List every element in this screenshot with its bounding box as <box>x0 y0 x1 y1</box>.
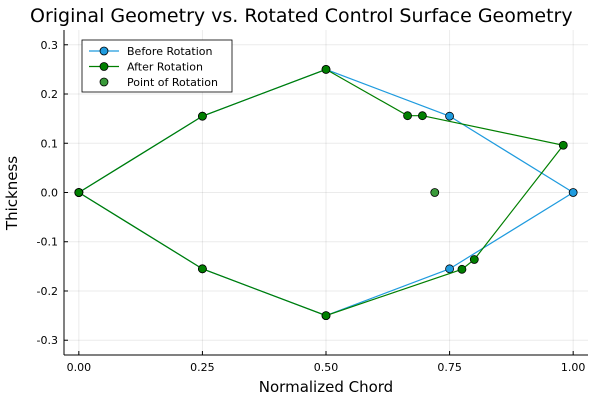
legend-item-point-of-rotation: Point of Rotation <box>99 76 218 89</box>
series-after-rotation <box>74 64 568 321</box>
data-point-after-rotation <box>321 64 331 74</box>
x-tick-label: 0.25 <box>190 361 215 374</box>
legend-label-point-of-rotation: Point of Rotation <box>127 76 218 89</box>
x-tick-label: 0.00 <box>67 361 92 374</box>
y-tick-label: -0.2 <box>37 285 58 298</box>
data-point-after-rotation <box>457 264 467 274</box>
legend-marker-after-rotation <box>99 62 109 71</box>
data-point-after-rotation <box>558 140 568 150</box>
legend-item-before-rotation: Before Rotation <box>89 45 212 58</box>
data-point-after-rotation <box>321 311 331 321</box>
y-tick-label: 0.0 <box>41 187 59 200</box>
x-tick-label: 0.50 <box>314 361 339 374</box>
y-tick-label: 0.1 <box>41 137 59 150</box>
y-tick-label: -0.3 <box>37 334 58 347</box>
data-point-before-rotation <box>568 188 578 197</box>
plot-area <box>74 64 578 321</box>
x-axis-label: Normalized Chord <box>259 378 393 396</box>
y-tick-label: -0.1 <box>37 236 58 249</box>
data-point-point-of-rotation <box>430 188 440 197</box>
data-point-after-rotation <box>198 111 207 121</box>
legend-label-before-rotation: Before Rotation <box>127 45 212 58</box>
axes: 0.00 0.25 0.50 0.75 1.00 -0.3 -0.2 -0.1 0.0 0.1 0.… <box>37 30 588 374</box>
grid <box>64 30 588 355</box>
data-point-after-rotation <box>74 188 84 197</box>
legend-label-after-rotation: After Rotation <box>127 61 203 74</box>
chart-title: Original Geometry vs. Rotated Control Su… <box>30 5 573 27</box>
x-tick-label: 1.00 <box>561 361 586 374</box>
y-tick-label: 0.3 <box>41 39 59 52</box>
x-tick-label: 0.75 <box>437 361 462 374</box>
legend-marker-before-rotation <box>99 46 109 56</box>
y-axis-label: Thickness <box>3 156 21 231</box>
y-tick-label: 0.2 <box>41 88 59 101</box>
legend: Before Rotation After Rotation Point of Ro… <box>81 39 233 93</box>
data-point-before-rotation <box>445 264 454 274</box>
data-point-after-rotation <box>469 255 479 264</box>
legend-marker-point-of-rotation <box>99 77 109 87</box>
data-point-after-rotation <box>417 111 427 121</box>
data-point-after-rotation <box>198 264 207 274</box>
series-point-of-rotation <box>430 188 440 197</box>
data-point-after-rotation <box>403 111 412 121</box>
data-point-before-rotation <box>445 111 454 121</box>
legend-item-after-rotation: After Rotation <box>89 61 203 74</box>
